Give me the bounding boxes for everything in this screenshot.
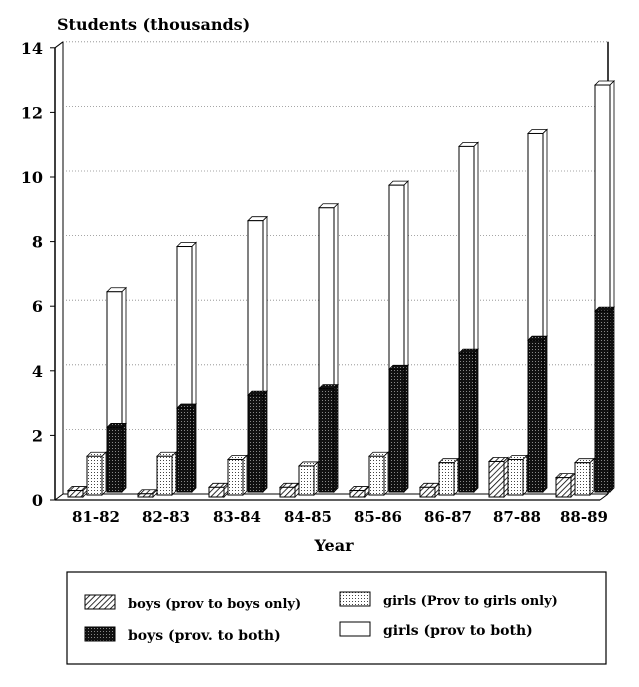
y-axis-label: Students (thousands) — [57, 15, 250, 34]
bar-boys-both — [247, 394, 264, 493]
bar-girls-only-side — [101, 451, 107, 496]
floor-right-edge — [599, 493, 609, 501]
bar-girls-both — [176, 246, 193, 409]
bar-boys-only — [488, 460, 505, 498]
bar-girls-both-side — [542, 128, 548, 342]
x-tick-label: 82-83 — [142, 508, 190, 526]
bar-girls-only-side — [242, 454, 248, 496]
bar-girls-only — [507, 458, 524, 496]
bar-girls-both — [388, 184, 405, 370]
bar-girls-both-side — [262, 215, 268, 397]
bar-boys-only — [208, 486, 225, 498]
bar-boys-only — [279, 486, 296, 498]
legend-label: boys (prov. to both) — [128, 628, 281, 644]
x-tick-label: 84-85 — [284, 508, 332, 526]
bar-girls-both — [458, 145, 475, 354]
bar-girls-only-side — [453, 457, 459, 496]
bar-boys-only-side — [570, 472, 576, 498]
bar-boys-both — [318, 388, 335, 493]
bar-girls-both-side — [191, 241, 197, 409]
x-tick-label: 81-82 — [72, 508, 120, 526]
legend-swatch-dots — [339, 591, 371, 607]
bar-girls-both — [247, 220, 264, 396]
legend-label: girls (Prov to girls only) — [383, 594, 558, 609]
y-tick-label: 0 — [32, 491, 43, 510]
x-tick-label: 87-88 — [493, 508, 541, 526]
y-tick-label: 12 — [21, 103, 43, 122]
x-tick-label: 83-84 — [213, 508, 261, 526]
bar-girls-only-side — [522, 454, 528, 496]
bar-boys-only — [555, 477, 572, 498]
legend-swatch-hatch — [84, 594, 116, 610]
bar-boys-both-side — [403, 364, 409, 493]
bar-boys-both — [176, 407, 193, 493]
bar-boys-both-side — [333, 383, 339, 493]
bar-boys-both-side — [262, 390, 268, 493]
y-tick-label: 10 — [21, 168, 43, 187]
bar-girls-only-side — [589, 457, 595, 496]
x-axis-label: Year — [313, 536, 354, 555]
bar-boys-both-side — [191, 403, 197, 493]
bar-boys-both — [458, 352, 475, 493]
y-tick-label: 8 — [32, 233, 43, 252]
bar-girls-both-side — [403, 180, 409, 371]
bar-girls-only — [86, 455, 103, 496]
bar-girls-only — [227, 458, 244, 496]
y-tick-label: 14 — [21, 39, 43, 58]
bar-boys-only — [349, 490, 366, 498]
bar-girls-only-side — [171, 451, 177, 496]
x-tick-label: 86-87 — [424, 508, 472, 526]
bar-girls-only-side — [383, 451, 389, 496]
bar-boys-both — [388, 368, 405, 493]
y-tick-label: 6 — [32, 297, 43, 316]
bar-girls-only — [438, 462, 455, 496]
bar-boys-only — [67, 490, 84, 498]
bar-girls-both — [594, 84, 611, 312]
x-tick-label: 85-86 — [354, 508, 402, 526]
bar-boys-both-side — [121, 422, 127, 493]
bar-girls-both-side — [121, 286, 127, 429]
legend-swatch-dark — [84, 626, 116, 642]
axis-bottom-edge — [54, 493, 64, 501]
x-tick-label: 88-89 — [560, 508, 608, 526]
y-tick-label: 2 — [32, 426, 43, 445]
legend-swatch-white — [339, 621, 371, 637]
bar-girls-both — [318, 207, 335, 390]
legend-label: girls (prov to both) — [383, 623, 533, 639]
y-tick-label: 4 — [32, 362, 43, 381]
bar-girls-only — [368, 455, 385, 496]
bar-girls-only — [298, 465, 315, 496]
bar-girls-only-side — [313, 460, 319, 496]
bar-girls-both — [106, 291, 123, 428]
bar-girls-both-side — [333, 202, 339, 390]
bar-boys-both-side — [542, 335, 548, 493]
bar-boys-only — [137, 493, 154, 498]
bar-boys-both — [527, 339, 544, 493]
bar-girls-only — [156, 455, 173, 496]
bar-boys-only — [419, 486, 436, 498]
legend-box — [66, 571, 607, 665]
bar-boys-only-side — [503, 456, 509, 498]
bar-girls-both-side — [609, 80, 615, 313]
bar-girls-both-side — [473, 141, 479, 355]
bar-boys-both — [106, 426, 123, 493]
bar-boys-both-side — [473, 348, 479, 493]
bar-boys-both — [594, 310, 611, 493]
bar-girls-both — [527, 132, 544, 341]
bar-girls-only — [574, 462, 591, 496]
legend-label: boys (prov to boys only) — [128, 597, 301, 612]
axis-top-edge — [54, 41, 64, 49]
bar-boys-both-side — [609, 306, 615, 493]
